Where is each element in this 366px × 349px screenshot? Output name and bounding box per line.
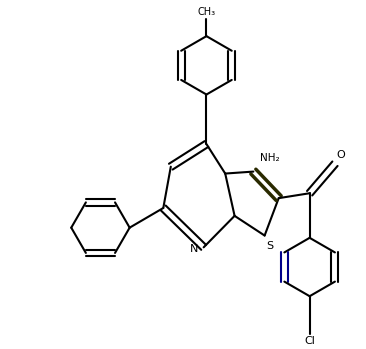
Text: NH₂: NH₂	[260, 153, 280, 163]
Text: N: N	[190, 244, 198, 254]
Text: CH₃: CH₃	[197, 7, 216, 17]
Text: S: S	[266, 241, 273, 251]
Text: Cl: Cl	[304, 336, 315, 346]
Text: O: O	[337, 150, 346, 160]
